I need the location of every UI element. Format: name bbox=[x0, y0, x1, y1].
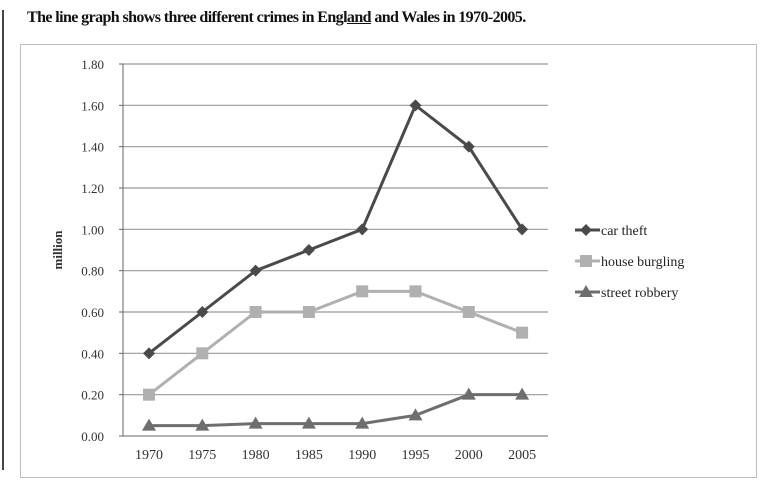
series-line-car-theft bbox=[148, 102, 524, 355]
data-point-car-theft bbox=[356, 223, 369, 236]
data-point-house-burgling bbox=[462, 306, 475, 318]
data-point-house-burgling bbox=[516, 326, 529, 339]
data-point-street-robbery bbox=[461, 387, 476, 400]
y-tick-label: 0.40 bbox=[81, 346, 104, 361]
y-tick-label: 0.80 bbox=[81, 264, 104, 279]
data-point-street-robbery bbox=[195, 418, 210, 431]
data-point-street-robbery bbox=[408, 408, 423, 421]
legend-marker-house-burgling bbox=[580, 255, 592, 267]
x-tick-label: 1975 bbox=[188, 448, 216, 463]
data-point-house-burgling bbox=[356, 285, 369, 298]
x-tick-label: 1995 bbox=[402, 448, 430, 463]
legend-marker-street-robbery bbox=[579, 285, 593, 297]
y-tick-label: 1.00 bbox=[81, 222, 104, 237]
legend-label-street-robbery: street robbery bbox=[601, 286, 678, 301]
x-tick-label: 1970 bbox=[135, 448, 163, 463]
y-tick-label: 0.20 bbox=[81, 388, 104, 403]
data-point-street-robbery bbox=[142, 418, 156, 431]
title-part-underlined: and bbox=[346, 9, 372, 26]
data-point-house-burgling bbox=[143, 388, 155, 401]
data-point-street-robbery bbox=[515, 387, 530, 400]
chart-frame bbox=[20, 44, 757, 478]
x-tick-label: 2000 bbox=[455, 448, 483, 463]
y-tick-label: 1.40 bbox=[81, 140, 104, 155]
data-point-street-robbery bbox=[248, 416, 263, 429]
x-tick-label: 2005 bbox=[508, 448, 536, 463]
data-point-house-burgling bbox=[196, 347, 209, 360]
data-point-car-theft bbox=[516, 223, 529, 236]
data-point-street-robbery bbox=[301, 416, 316, 429]
x-tick-label: 1985 bbox=[295, 448, 323, 463]
data-point-house-burgling bbox=[302, 306, 315, 318]
legend-marker-car-theft bbox=[580, 224, 592, 236]
y-axis-label: million bbox=[50, 230, 65, 270]
series-line-house-burgling bbox=[148, 289, 523, 396]
data-point-house-burgling bbox=[409, 285, 422, 298]
y-tick-label: 0.00 bbox=[81, 429, 104, 444]
y-tick-label: 0.60 bbox=[81, 305, 104, 320]
data-point-street-robbery bbox=[355, 416, 370, 429]
title-part: The line graph shows three different cri… bbox=[27, 9, 348, 26]
data-point-car-theft bbox=[409, 99, 422, 112]
data-point-car-theft bbox=[249, 264, 262, 277]
data-point-car-theft bbox=[462, 140, 475, 153]
y-tick-label: 1.60 bbox=[81, 98, 104, 113]
chart-title: The line graph shows three different cri… bbox=[27, 9, 526, 27]
y-tick-label: 1.80 bbox=[81, 57, 104, 72]
data-point-car-theft bbox=[302, 244, 315, 256]
data-point-house-burgling bbox=[249, 306, 262, 318]
legend-label-house-burgling: house burgling bbox=[601, 255, 684, 270]
series-line-street-robbery bbox=[149, 393, 523, 428]
y-tick-label: 1.20 bbox=[81, 181, 104, 196]
title-part: and Wales in 1970-2005. bbox=[370, 9, 526, 26]
left-border bbox=[2, 10, 4, 470]
x-tick-label: 1990 bbox=[348, 448, 376, 463]
data-point-car-theft bbox=[196, 306, 209, 318]
x-tick-label: 1980 bbox=[242, 448, 270, 463]
legend-label-car-theft: car theft bbox=[601, 224, 647, 239]
data-point-car-theft bbox=[143, 347, 155, 360]
